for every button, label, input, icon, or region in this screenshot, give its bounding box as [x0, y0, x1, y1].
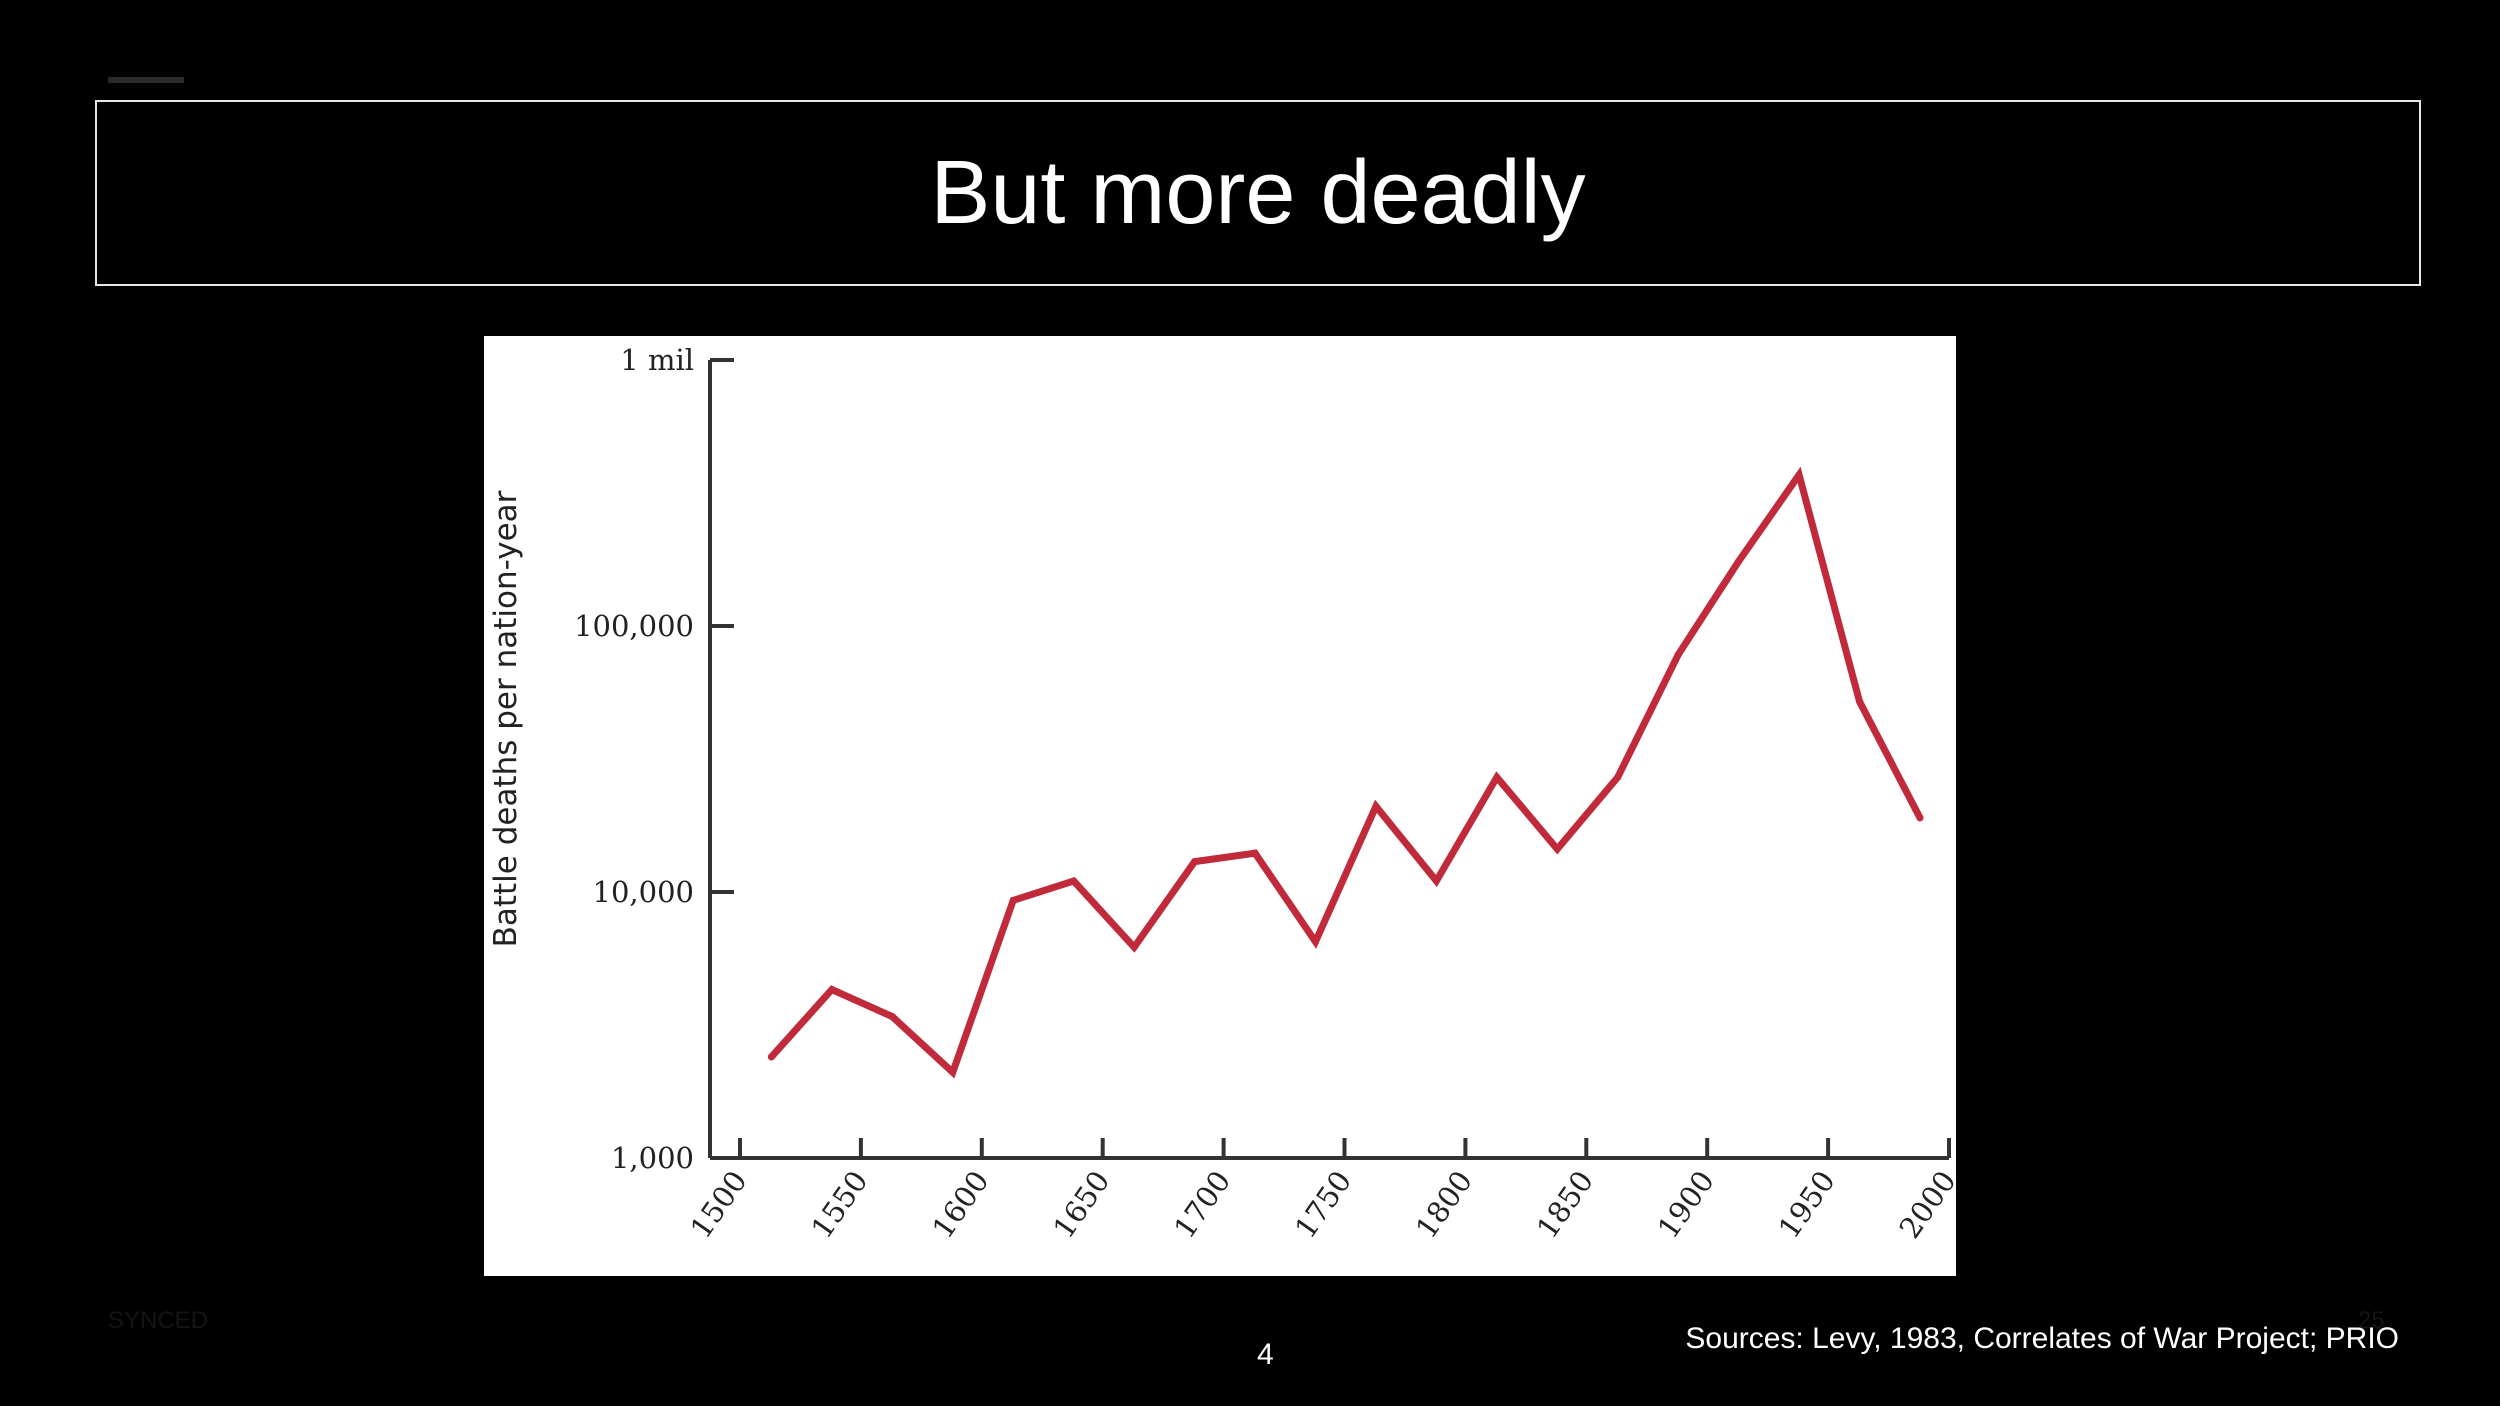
data-point: [1614, 773, 1622, 781]
data-point: [1311, 938, 1319, 946]
series-line: [767, 466, 1924, 1079]
x-tick-label: 1650: [1046, 1165, 1116, 1245]
page-number: 4: [1257, 1338, 1274, 1371]
chart-panel: 1,000 10,000 100,000 1 mil 1500 1550 1600 1650…: [484, 336, 1956, 1276]
data-point: [1493, 773, 1501, 781]
y-tick-label: 10,000: [593, 875, 694, 909]
x-tick-label: 1750: [1288, 1165, 1358, 1245]
data-point: [1856, 698, 1864, 706]
x-tick-label: 1600: [925, 1165, 995, 1245]
y-tick-label: 100,000: [574, 609, 694, 643]
top-accent-dash: [108, 77, 184, 83]
data-point: [1130, 943, 1138, 951]
y-axis: 1,000 10,000 100,000 1 mil: [574, 343, 734, 1175]
title-box: But more deadly: [95, 100, 2421, 286]
slide-title: But more deadly: [930, 142, 1586, 243]
data-point: [1432, 877, 1440, 885]
data-point: [1674, 651, 1682, 659]
y-axis-title: Battle deaths per nation-year: [488, 490, 524, 947]
data-point: [1553, 845, 1561, 853]
x-tick-label: 1900: [1651, 1165, 1721, 1245]
data-point: [1795, 471, 1803, 479]
data-point: [1916, 814, 1924, 822]
data-point: [1735, 557, 1743, 565]
data-point: [888, 1013, 896, 1021]
data-point: [767, 1053, 775, 1061]
sources-note: Sources: Levy, 1983, Correlates of War P…: [1685, 1322, 2399, 1355]
x-tick-label: 1700: [1167, 1165, 1237, 1245]
data-point: [1251, 849, 1259, 857]
data-point: [949, 1068, 957, 1076]
data-point: [1070, 877, 1078, 885]
line-chart: 1,000 10,000 100,000 1 mil 1500 1550 1600 1650…: [488, 343, 1956, 1244]
series-group: [767, 466, 1924, 1079]
y-tick-label: 1,000: [611, 1141, 694, 1175]
data-point: [1191, 858, 1199, 866]
footer-slide-count: 25: [2358, 1307, 2385, 1334]
footer-label: SYNCED: [108, 1307, 209, 1334]
data-point: [1009, 896, 1017, 904]
data-point: [828, 985, 836, 993]
y-tick-label: 1 mil: [620, 343, 694, 377]
data-point: [1372, 802, 1380, 810]
x-axis: 1500 1550 1600 1650 1700 1750 1800 1850 1900 1950…: [684, 1138, 1956, 1244]
x-tick-label: 1550: [804, 1165, 874, 1245]
x-tick-label: 1950: [1772, 1165, 1842, 1245]
x-tick-label: 1500: [684, 1165, 754, 1245]
x-tick-label: 1800: [1409, 1165, 1479, 1245]
x-tick-label: 1850: [1530, 1165, 1600, 1245]
x-tick-label: 2000: [1893, 1165, 1956, 1245]
